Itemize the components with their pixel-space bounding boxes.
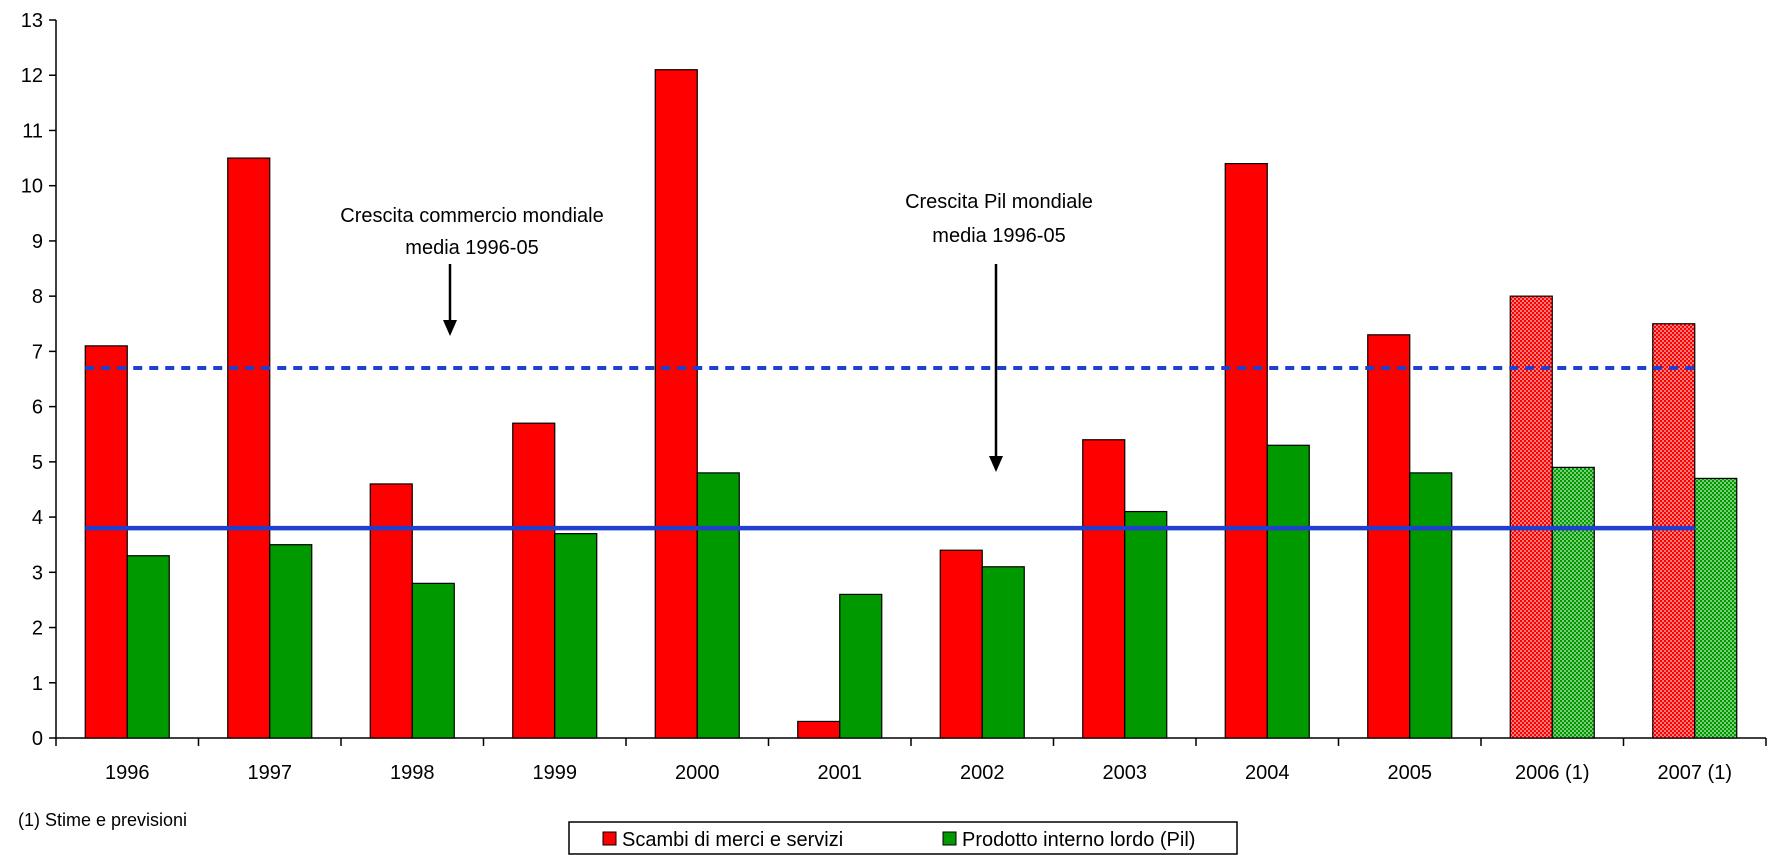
bar-gdp [269, 544, 313, 739]
legend-swatch-trade [602, 831, 617, 846]
x-tick-label: 2002 [960, 762, 1005, 784]
y-tick-label: 9 [32, 231, 43, 253]
bar-trade [1082, 439, 1126, 739]
x-tick-label: 1999 [533, 762, 578, 784]
legend-box [568, 821, 1238, 855]
bar-trade [1509, 295, 1553, 739]
bar-gdp [1266, 444, 1310, 739]
x-tick-label: 2007 (1) [1658, 762, 1733, 784]
annotation-gdp-arrow [989, 264, 1003, 472]
y-tick-label: 11 [22, 120, 43, 142]
annotation-trade-line-1: Crescita commercio mondiale [340, 205, 603, 227]
annotation-gdp-average: Crescita Pil mondiale media 1996-05 [905, 191, 1093, 472]
y-tick-label: 2 [32, 618, 43, 640]
footnote: (1) Stime e previsioni [18, 810, 187, 830]
bar-trade [1367, 334, 1411, 739]
bar-trade [1224, 163, 1268, 739]
y-tick-label: 3 [32, 562, 43, 584]
x-tick-label: 2004 [1245, 762, 1290, 784]
bar-gdp [126, 555, 170, 739]
x-tick-label: 2006 (1) [1515, 762, 1590, 784]
y-tick-label: 5 [32, 452, 43, 474]
bar-gdp [1124, 510, 1168, 739]
bar-gdp [411, 582, 455, 739]
bar-trade [1652, 323, 1696, 739]
bar-trade [654, 69, 698, 739]
legend-label-trade: Scambi di merci e servizi [622, 829, 843, 851]
bar-gdp [1551, 466, 1595, 739]
bar-trade [939, 549, 983, 739]
bar-gdp [839, 593, 883, 739]
bar-trade [369, 483, 413, 739]
legend-swatch-gdp [942, 831, 957, 846]
x-tick-label: 2005 [1388, 762, 1433, 784]
x-tick-label: 1996 [105, 762, 150, 784]
x-tick-label: 2000 [675, 762, 720, 784]
y-tick-label: 8 [32, 286, 43, 308]
bar-trade [84, 345, 128, 739]
x-axis: 1996 1997 1998 1999 2000 2001 2002 2003 2004 2005… [55, 737, 1767, 784]
bar-gdp [1409, 472, 1453, 739]
bar-gdp [554, 533, 598, 739]
bars [84, 69, 1738, 739]
bar-gdp [981, 566, 1025, 739]
legend: Scambi di merci e servizi Prodotto inter… [568, 821, 1238, 855]
annotation-gdp-line-2: media 1996-05 [932, 225, 1065, 247]
bar-trade [512, 422, 556, 739]
annotation-gdp-line-1: Crescita Pil mondiale [905, 191, 1093, 213]
y-tick-label: 4 [32, 507, 43, 529]
y-tick-label: 12 [21, 65, 43, 87]
annotation-trade-average: Crescita commercio mondiale media 1996-0… [340, 205, 604, 336]
bar-trade [797, 720, 841, 739]
y-tick-label: 1 [32, 673, 43, 695]
legend-label-gdp: Prodotto interno lordo (Pil) [962, 829, 1195, 851]
bar-gdp [1694, 477, 1738, 739]
x-tick-label: 1998 [390, 762, 435, 784]
annotation-trade-arrow [443, 264, 457, 336]
x-tick-label: 2003 [1103, 762, 1148, 784]
bar-gdp [696, 472, 740, 739]
y-tick-label: 6 [32, 397, 43, 419]
x-tick-label: 1997 [248, 762, 293, 784]
reference-lines [85, 365, 1695, 531]
y-tick-label: 10 [21, 176, 43, 198]
y-tick-label: 7 [32, 341, 43, 363]
y-tick-label: 0 [32, 728, 43, 750]
y-tick-label: 13 [21, 10, 43, 32]
x-tick-label: 2001 [818, 762, 863, 784]
bar-trade [227, 157, 271, 739]
annotation-trade-line-2: media 1996-05 [405, 237, 538, 259]
